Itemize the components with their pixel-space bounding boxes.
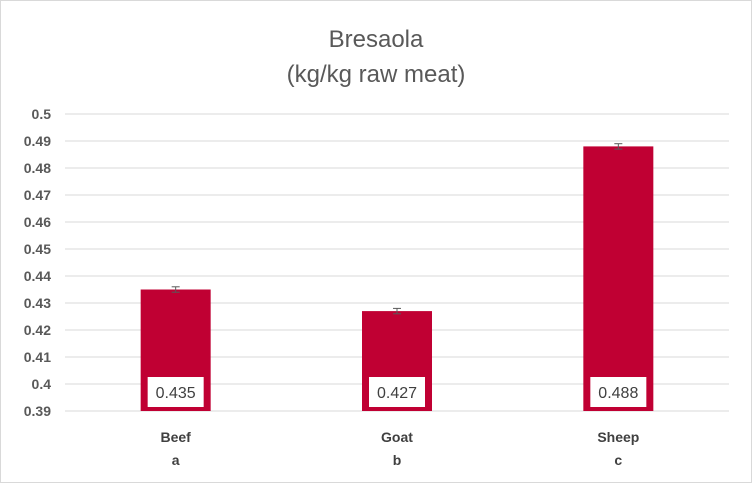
x-category-label: Sheep — [597, 429, 639, 445]
y-tick-label: 0.4 — [32, 376, 52, 392]
data-label: 0.427 — [369, 377, 425, 407]
error-bar — [614, 143, 623, 150]
data-label-box — [590, 377, 647, 407]
x-axis-categories: Beef a Goat b Sheep c — [160, 429, 639, 468]
chart-title: Bresaola — [329, 26, 424, 53]
y-tick-label: 0.45 — [24, 241, 51, 257]
y-tick-label: 0.39 — [24, 403, 51, 419]
y-tick-label: 0.41 — [24, 349, 51, 365]
data-label-text: 0.427 — [377, 385, 417, 402]
bar-sheep — [583, 146, 654, 411]
data-label: 0.488 — [590, 377, 647, 407]
x-category-label: Goat — [381, 429, 413, 445]
y-tick-label: 0.48 — [24, 160, 51, 176]
data-label-box — [147, 377, 204, 407]
error-bar — [393, 307, 401, 315]
data-label-text: 0.435 — [156, 385, 196, 402]
y-tick-label: 0.46 — [24, 214, 51, 230]
x-category-sublabel: b — [393, 452, 402, 468]
y-tick-label: 0.43 — [24, 295, 51, 311]
error-bars — [171, 143, 623, 315]
data-label-box — [369, 377, 425, 407]
chart-subtitle: (kg/kg raw meat) — [287, 61, 466, 88]
bars — [140, 146, 654, 411]
y-tick-label: 0.42 — [24, 322, 51, 338]
data-label: 0.435 — [147, 377, 204, 407]
y-tick-label: 0.49 — [24, 133, 51, 149]
x-category-sublabel: a — [172, 452, 180, 468]
y-axis-ticks: 0.39 0.4 0.41 0.42 0.43 0.44 0.45 0.46 0.47 0.48 0… — [24, 106, 51, 419]
x-category-sublabel: c — [614, 452, 622, 468]
y-tick-label: 0.47 — [24, 187, 51, 203]
data-labels: 0.435 0.427 0.488 — [147, 377, 647, 407]
error-bar — [171, 286, 180, 293]
data-label-text: 0.488 — [598, 385, 638, 402]
x-category-label: Beef — [160, 429, 191, 445]
y-tick-label: 0.44 — [24, 268, 51, 284]
y-tick-label: 0.5 — [32, 106, 52, 122]
